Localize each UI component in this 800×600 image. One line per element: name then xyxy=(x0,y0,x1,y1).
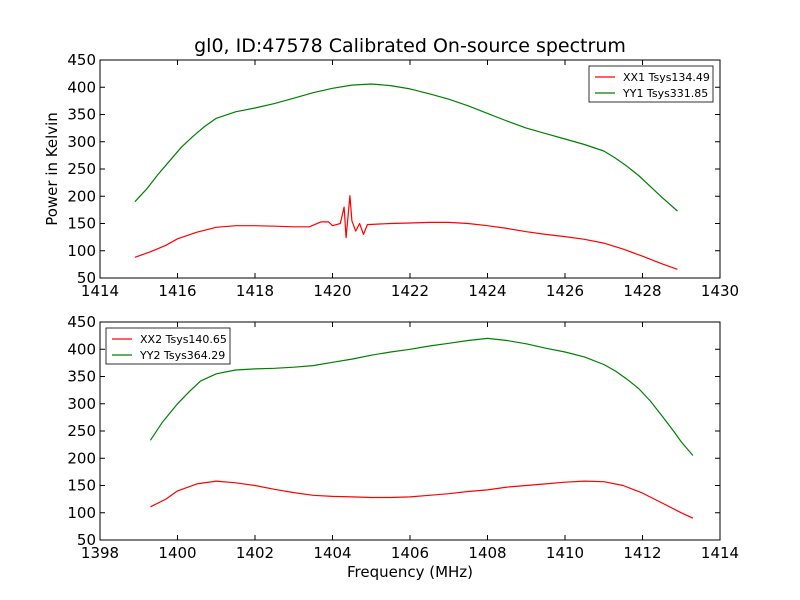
y-tick-label: 350 xyxy=(67,368,96,386)
y-tick-label: 450 xyxy=(67,51,96,69)
y-tick-label: 300 xyxy=(67,395,96,413)
x-tick-label: 1430 xyxy=(701,282,739,300)
x-tick-label: 1406 xyxy=(391,544,429,562)
legend-box xyxy=(588,65,714,103)
y-tick-label: 150 xyxy=(67,215,96,233)
y-tick-label: 200 xyxy=(67,187,96,205)
x-tick-label: 1414 xyxy=(81,282,119,300)
y-tick-label: 200 xyxy=(67,449,96,467)
y-tick-label: 150 xyxy=(67,477,96,495)
legend-label: YY1 Tsys331.85 xyxy=(622,87,708,100)
x-tick-label: 1420 xyxy=(313,282,351,300)
x-tick-label: 1402 xyxy=(236,544,274,562)
x-tick-label: 1410 xyxy=(546,544,584,562)
y-tick-label: 100 xyxy=(67,242,96,260)
subplot-2: 1398 1400 1402 1404 1406 1408 1410 1412 1414 50 10… xyxy=(67,313,739,562)
y-tick-label: 350 xyxy=(67,106,96,124)
y-tick-label: 100 xyxy=(67,504,96,522)
x-tick-label: 1424 xyxy=(468,282,506,300)
x-tick-label: 1408 xyxy=(468,544,506,562)
y-tick-label: 450 xyxy=(67,313,96,331)
legend-label: XX1 Tsys134.49 xyxy=(623,71,710,84)
x-tick-label: 1418 xyxy=(236,282,274,300)
legend-label: YY2 Tsys364.29 xyxy=(139,349,225,362)
x-tick-label: 1416 xyxy=(158,282,196,300)
y-axis-label: Power in Kelvin xyxy=(43,112,61,226)
x-tick-label: 1422 xyxy=(391,282,429,300)
series-line-yy1 xyxy=(134,83,678,212)
legend-label: XX2 Tsys140.65 xyxy=(140,333,227,346)
legend-box xyxy=(105,327,231,365)
series-line-xx2 xyxy=(150,480,694,519)
x-tick-label: 1404 xyxy=(313,544,351,562)
x-tick-label: 1398 xyxy=(81,544,119,562)
series-line-yy2 xyxy=(149,337,694,456)
subplot-1: 1414 1416 1418 1420 1422 1424 1426 1428 1430 50 10… xyxy=(67,51,739,300)
y-tick-label: 50 xyxy=(77,531,96,549)
chart-title: gl0, ID:47578 Calibrated On-source spect… xyxy=(194,35,626,57)
y-tick-label: 400 xyxy=(67,340,96,358)
x-tick-label: 1428 xyxy=(623,282,661,300)
y-tick-label: 50 xyxy=(77,269,96,287)
x-tick-label: 1414 xyxy=(701,544,739,562)
legend: XX1 Tsys134.49 YY1 Tsys331.85 xyxy=(588,65,714,103)
legend: XX2 Tsys140.65 YY2 Tsys364.29 xyxy=(105,327,231,365)
x-tick-label: 1426 xyxy=(546,282,584,300)
y-tick-label: 250 xyxy=(67,160,96,178)
x-tick-label: 1400 xyxy=(158,544,196,562)
series-line-xx1 xyxy=(134,195,678,270)
y-tick-label: 250 xyxy=(67,422,96,440)
y-tick-label: 300 xyxy=(67,133,96,151)
y-tick-label: 400 xyxy=(67,78,96,96)
x-axis-label: Frequency (MHz) xyxy=(347,563,473,581)
x-tick-label: 1412 xyxy=(623,544,661,562)
